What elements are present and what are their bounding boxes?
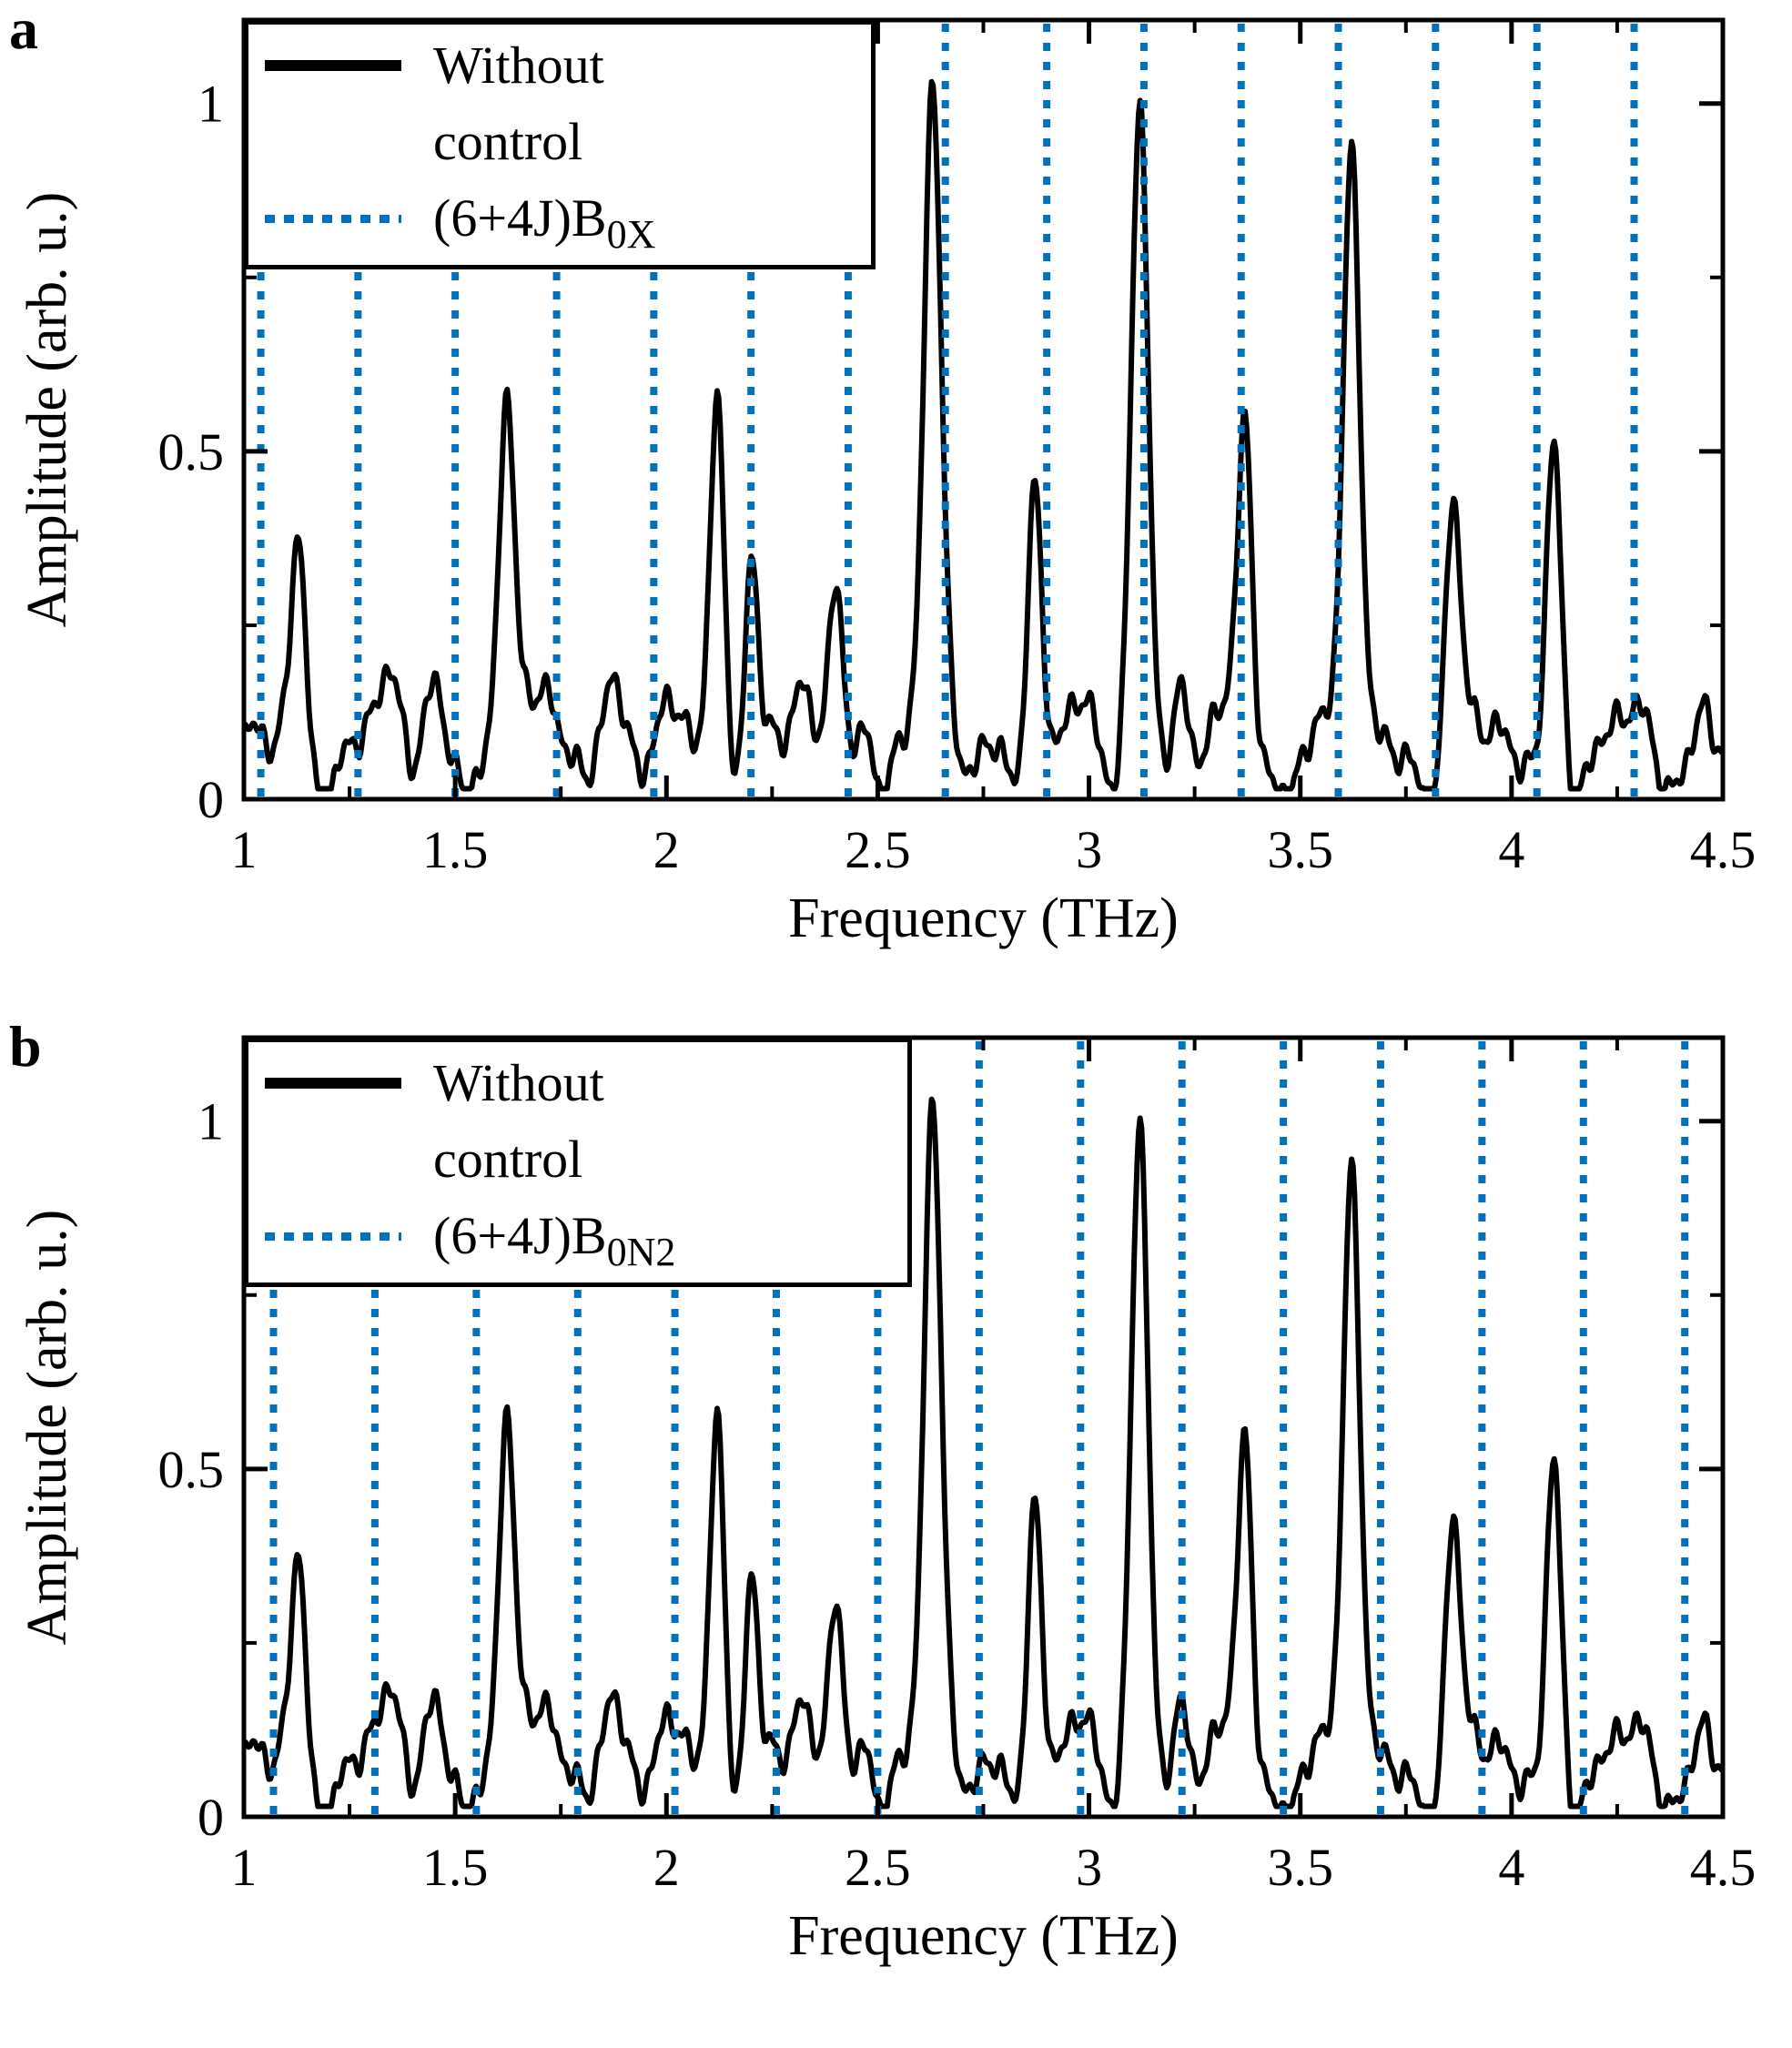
y-tick-label: 0.5 xyxy=(158,1440,225,1499)
panel-b-letter: b xyxy=(9,1014,42,1079)
y-tick-label: 1 xyxy=(197,1092,224,1151)
solid-line-sample xyxy=(265,1078,401,1089)
comb-label-subscript: 0X xyxy=(606,212,656,257)
x-axis-label-b: Frequency (THz) xyxy=(788,1905,1179,1967)
x-tick-label: 2 xyxy=(653,1838,680,1897)
comb-label-subscript: 0N2 xyxy=(606,1230,676,1274)
x-tick-label: 1.5 xyxy=(422,1838,489,1897)
x-tick-label: 4 xyxy=(1498,820,1524,879)
solid-line-sample xyxy=(265,60,401,71)
panel-a-plot: 1 1.5 2 2.5 3 3.5 4 4.5 0 0.5 1 xyxy=(158,17,1757,879)
dotted-line-sample xyxy=(265,1232,401,1241)
x-tick-label: 3 xyxy=(1076,820,1102,879)
x-axis-label-a: Frequency (THz) xyxy=(788,887,1179,949)
legend-sample-cell xyxy=(265,60,433,71)
spectrum-line xyxy=(241,78,1725,792)
legend-a: Without control (6+4J)B0X xyxy=(244,20,876,269)
x-tick-label: 4 xyxy=(1498,1838,1524,1897)
x-tick-label: 1 xyxy=(231,820,258,879)
y-tick-label: 0 xyxy=(197,1788,224,1847)
x-tick-label: 4.5 xyxy=(1690,820,1757,879)
legend-label-without: Without xyxy=(433,1053,604,1112)
legend-label-without: Without xyxy=(433,35,604,95)
legend-b: Without control (6+4J)B0N2 xyxy=(244,1038,912,1287)
x-tick-label: 3 xyxy=(1076,1838,1102,1897)
x-tick-label: 2.5 xyxy=(845,820,911,879)
x-tick-label: 1.5 xyxy=(422,820,489,879)
panel-a-letter: a xyxy=(9,0,38,61)
x-tick-label: 3.5 xyxy=(1267,1838,1333,1897)
x-tick-label: 4.5 xyxy=(1690,1838,1757,1897)
comb-label-main: (6+4J)B xyxy=(433,188,607,248)
y-tick-label: 0 xyxy=(197,770,224,829)
dotted-line-sample xyxy=(265,214,401,223)
x-tick-label: 2.5 xyxy=(845,1838,911,1897)
x-tick-label: 1 xyxy=(231,1838,258,1897)
x-tick-label: 2 xyxy=(653,820,680,879)
y-axis-label-b: Amplitude (arb. u.) xyxy=(16,1209,78,1646)
spectrum-line xyxy=(241,1096,1725,1810)
legend-label-comb: (6+4J)B0N2 xyxy=(433,1210,884,1272)
legend-sample-cell xyxy=(265,1232,433,1241)
legend-sample-cell xyxy=(265,214,433,223)
panel-a: 1 1.5 2 2.5 3 3.5 4 4.5 0 0.5 1 a Amplitude (arb. … xyxy=(9,0,1757,949)
panel-b-plot: 1 1.5 2 2.5 3 3.5 4 4.5 0 0.5 1 xyxy=(158,1035,1757,1897)
legend-label-comb: (6+4J)B0X xyxy=(433,192,847,255)
panel-b: 1 1.5 2 2.5 3 3.5 4 4.5 0 0.5 1 b Amplitude (arb. … xyxy=(0,1018,1792,2048)
legend-label-control: control xyxy=(433,1130,583,1189)
y-axis-label-a: Amplitude (arb. u.) xyxy=(16,191,78,628)
y-tick-label: 0.5 xyxy=(158,422,225,482)
y-tick-label: 1 xyxy=(197,75,224,134)
legend-label-control: control xyxy=(433,112,583,171)
x-tick-label: 3.5 xyxy=(1267,820,1333,879)
legend-sample-cell xyxy=(265,1078,433,1089)
comb-label-main: (6+4J)B xyxy=(433,1206,607,1265)
